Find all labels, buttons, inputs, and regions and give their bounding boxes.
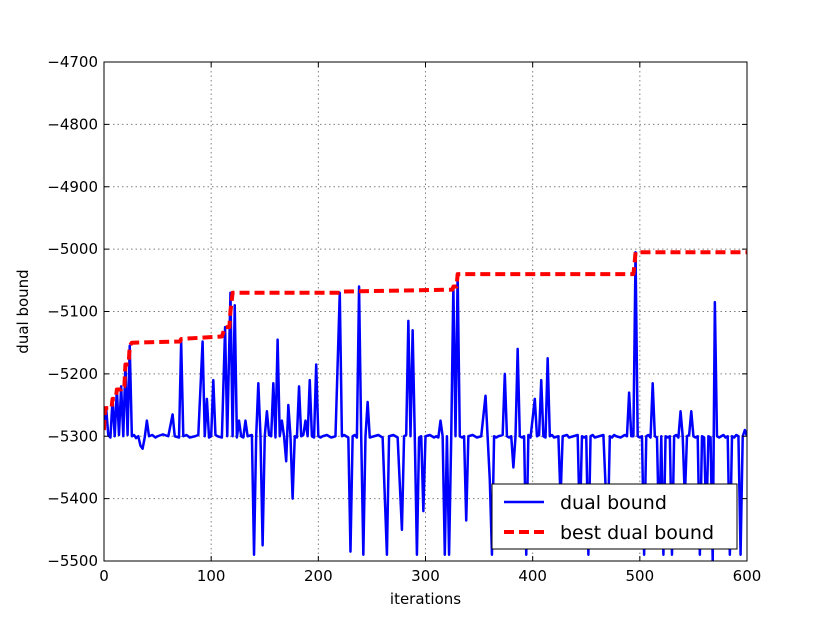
x-tick-label: 500 <box>626 567 655 585</box>
legend-label-dual-bound: dual bound <box>560 492 667 514</box>
legend-box <box>491 483 738 550</box>
y-tick-label: −5100 <box>47 303 98 321</box>
x-tick-label: 300 <box>411 567 440 585</box>
x-tick-label: 600 <box>733 567 762 585</box>
x-tick-label: 100 <box>197 567 226 585</box>
legend-label-best-dual-bound: best dual bound <box>560 522 714 544</box>
y-tick-label: −4700 <box>47 53 98 71</box>
y-tick-label: −5300 <box>47 427 98 445</box>
legend: dual bound best dual bound <box>491 483 738 550</box>
y-tick-label: −4800 <box>47 115 98 133</box>
series-line-dual-bound <box>104 250 747 561</box>
y-tick-label: −5200 <box>47 365 98 383</box>
x-axis-label: iterations <box>390 590 461 608</box>
y-tick-label: −4900 <box>47 178 98 196</box>
x-tick-label: 400 <box>518 567 547 585</box>
x-tick-label: 200 <box>304 567 333 585</box>
y-tick-label: −5500 <box>47 552 98 570</box>
ticks: 0 100 200 300 400 500 600 −4700 −4800 −4900 −5000 −… <box>47 53 761 585</box>
series-line-best-dual-bound <box>104 250 747 431</box>
y-tick-label: −5400 <box>47 490 98 508</box>
series-layer <box>104 250 747 561</box>
y-axis-label: dual bound <box>14 269 32 353</box>
y-tick-label: −5000 <box>47 240 98 258</box>
x-tick-label: 0 <box>99 567 109 585</box>
